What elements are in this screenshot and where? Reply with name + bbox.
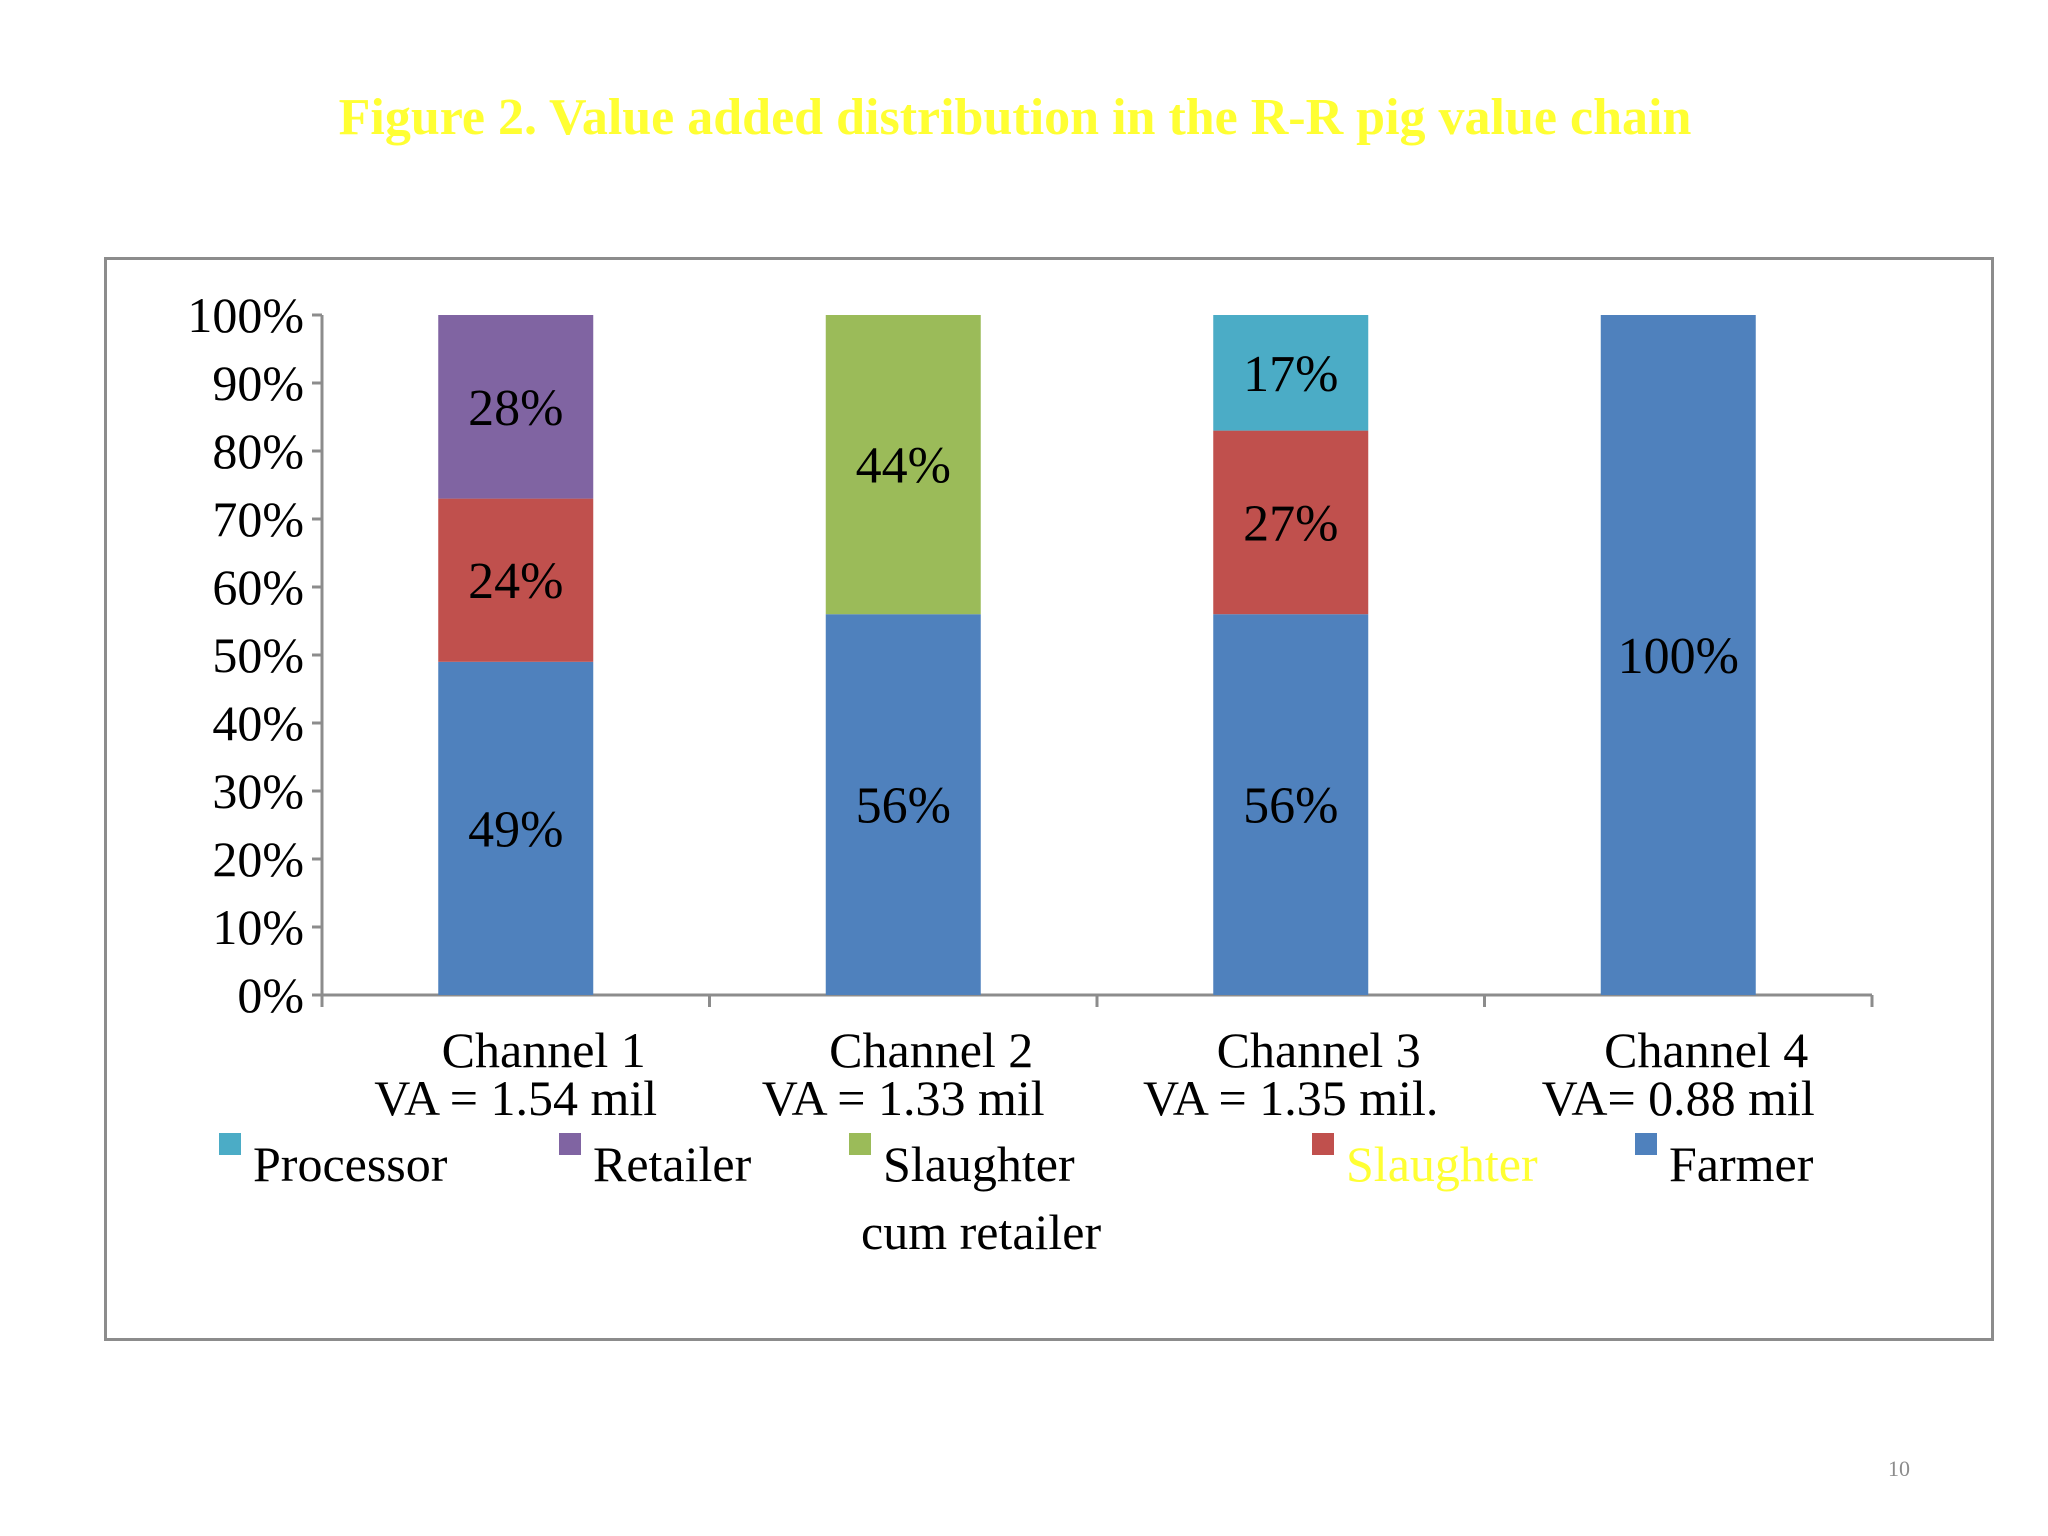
- stacked-bar-chart: 0% 10% 20% 30% 40% 50% 60% 70% 80% 90% 100% Channel…: [187, 287, 1874, 1260]
- y-tick-label: 50%: [212, 627, 304, 683]
- data-label: 24%: [468, 553, 563, 610]
- y-tick-label: 0%: [237, 967, 304, 1023]
- data-label: 56%: [856, 778, 951, 835]
- legend-swatch-retailer: [559, 1133, 581, 1155]
- legend-swatch-processor: [219, 1133, 241, 1155]
- page-number: 10: [1888, 1456, 1910, 1481]
- chart-data-labels: 49% 56% 56% 100% 24% 27% 44% 28% 17%: [468, 346, 1739, 859]
- category-label: Channel 4: [1604, 1022, 1808, 1078]
- legend-label: Slaughter: [1346, 1136, 1538, 1192]
- legend-label: Slaughter: [883, 1136, 1075, 1192]
- bar-segment-farmer: [825, 614, 981, 995]
- category-label: Channel 1: [442, 1022, 646, 1078]
- bar-segment-processor: [1213, 315, 1369, 431]
- legend-label: Processor: [253, 1136, 448, 1192]
- data-label: 28%: [468, 380, 563, 437]
- y-tick-label: 60%: [212, 559, 304, 615]
- chart-bars: [438, 315, 1756, 995]
- y-tick-label: 40%: [212, 695, 304, 751]
- legend-swatch-slaughter: [1312, 1133, 1334, 1155]
- y-tick-label: 30%: [212, 763, 304, 819]
- data-label: 100%: [1618, 628, 1739, 685]
- bar-segment-retailer: [438, 315, 594, 499]
- data-label: 17%: [1243, 346, 1338, 403]
- y-tick-label: 90%: [212, 355, 304, 411]
- legend-label: cum retailer: [861, 1204, 1101, 1260]
- slide-title: Figure 2. Value added distribution in th…: [338, 89, 1692, 146]
- legend-swatch-slaughter-cum-retailer: [849, 1133, 871, 1155]
- category-sublabel: VA= 0.88 mil: [1542, 1070, 1815, 1126]
- bar-segment-slaughter-cum-retailer: [825, 315, 981, 615]
- data-label: 27%: [1243, 495, 1338, 552]
- category-sublabel: VA = 1.33 mil: [762, 1070, 1045, 1126]
- bar-segment-farmer: [438, 661, 594, 995]
- legend-label: Retailer: [593, 1136, 752, 1192]
- category-sublabel: VA = 1.54 mil: [374, 1070, 657, 1126]
- category-sublabel: VA = 1.35 mil.: [1143, 1070, 1438, 1126]
- bar-segment-slaughter: [438, 498, 594, 662]
- bar-segment-farmer: [1600, 315, 1756, 995]
- y-tick-label: 10%: [212, 899, 304, 955]
- data-label: 49%: [468, 801, 563, 858]
- category-label: Channel 2: [829, 1022, 1033, 1078]
- y-tick-label: 100%: [187, 287, 304, 343]
- category-label: Channel 3: [1217, 1022, 1421, 1078]
- bar-segment-farmer: [1213, 614, 1369, 995]
- bar-segment-slaughter: [1213, 430, 1369, 615]
- y-tick-label: 80%: [212, 423, 304, 479]
- legend-label: Farmer: [1669, 1136, 1814, 1192]
- chart-frame: 0% 10% 20% 30% 40% 50% 60% 70% 80% 90% 100% Channel…: [104, 257, 1994, 1341]
- y-tick-label: 20%: [212, 831, 304, 887]
- legend-swatch-farmer: [1635, 1133, 1657, 1155]
- data-label: 44%: [856, 438, 951, 495]
- data-label: 56%: [1243, 778, 1338, 835]
- chart-legend: Processor Retailer Slaughter cum retailer Sl…: [219, 1133, 1814, 1260]
- chart-axes: 0% 10% 20% 30% 40% 50% 60% 70% 80% 90% 100% Channel…: [187, 287, 1874, 1126]
- y-tick-label: 70%: [212, 491, 304, 547]
